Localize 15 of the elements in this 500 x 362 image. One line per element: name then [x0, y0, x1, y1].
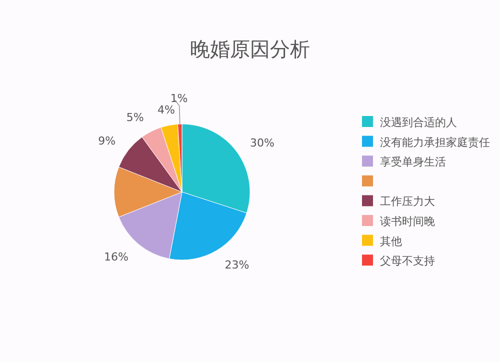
- data-label: 30%: [250, 136, 274, 150]
- data-label: 16%: [104, 250, 128, 264]
- legend-label: 读书时间晚: [380, 215, 435, 228]
- legend-label: 没遇到合适的人: [380, 116, 457, 129]
- legend-label: 享受单身生活: [380, 156, 446, 169]
- data-label: 9%: [98, 134, 116, 148]
- data-label: 4%: [158, 103, 175, 116]
- legend-label: 没有能力承担家庭责任: [380, 136, 490, 149]
- data-label: 23%: [224, 258, 250, 272]
- legend-label: 工作压力大: [380, 195, 435, 208]
- legend-label: 父母不支持: [380, 254, 435, 268]
- legend-label: 其他: [380, 234, 402, 248]
- chart-title: 晚婚原因分析: [190, 37, 310, 61]
- data-label: 1%: [170, 92, 188, 106]
- data-label: 5%: [126, 111, 144, 124]
